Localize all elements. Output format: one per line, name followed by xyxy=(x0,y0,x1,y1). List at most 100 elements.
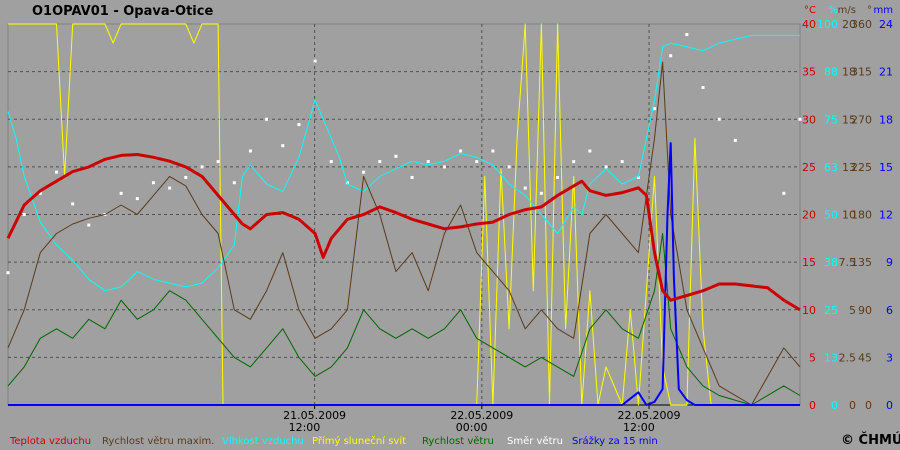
axis-tick-wind: 7.5 xyxy=(839,256,857,269)
wind-direction-point xyxy=(717,117,721,121)
axis-tick-rh: 13 xyxy=(824,351,838,364)
axis-tick-wind: 5 xyxy=(849,304,856,317)
axis-tick-dir: 45 xyxy=(858,351,872,364)
axis-tick-rh: 0 xyxy=(831,399,838,412)
wind-direction-point xyxy=(38,191,42,195)
legend-item: Přímý sluneční svit xyxy=(312,435,406,447)
x-axis-ticks: 21.05.200912:0022.05.200900:0022.05.2009… xyxy=(283,405,681,434)
wind-direction-point xyxy=(410,175,414,179)
credit-label: © ČHMÚ xyxy=(841,432,900,448)
wind-direction-point xyxy=(798,117,802,121)
legend-item: Teplota vzduchu xyxy=(9,436,91,447)
axis-unit-precip: mm xyxy=(874,5,893,16)
axis-unit-wind: m/s xyxy=(838,5,856,16)
wind-direction-point xyxy=(22,213,26,216)
wind-direction-point xyxy=(184,175,188,179)
wind-direction-point xyxy=(265,117,269,121)
axis-tick-precip: 9 xyxy=(886,256,893,269)
axis-tick-precip: 21 xyxy=(879,66,893,79)
x-tick-date: 21.05.2009 xyxy=(283,409,346,422)
axis-tick-temp: 35 xyxy=(802,66,816,79)
wind-direction-point xyxy=(507,165,511,169)
wind-direction-point xyxy=(636,175,640,179)
axis-tick-rh: 88 xyxy=(824,66,838,79)
axis-tick-dir: 135 xyxy=(851,256,872,269)
wind-direction-point xyxy=(539,191,543,195)
axis-tick-temp: 0 xyxy=(809,399,816,412)
axis-tick-rh: 63 xyxy=(824,161,838,174)
axis-tick-wind: 18 xyxy=(842,66,856,79)
x-tick-time: 12:00 xyxy=(289,421,321,434)
axis-tick-precip: 18 xyxy=(879,113,893,126)
wind-direction-point xyxy=(394,154,398,158)
axis-tick-rh: 38 xyxy=(824,256,838,269)
legend-item: Rychlost větru xyxy=(422,435,494,447)
axis-tick-wind: 13 xyxy=(842,161,856,174)
axis-tick-dir: 90 xyxy=(858,304,872,317)
x-tick-date: 22.05.2009 xyxy=(618,409,681,422)
axis-unit-temp: °C xyxy=(804,5,816,16)
wind-direction-point xyxy=(362,170,366,174)
wind-direction-point xyxy=(572,160,576,164)
series-rychlost-v-tru-maxim- xyxy=(7,61,801,406)
axis-tick-temp: 10 xyxy=(802,304,816,317)
wind-direction-point xyxy=(620,160,624,164)
wind-direction-point xyxy=(329,160,333,164)
axis-tick-dir: 315 xyxy=(851,66,872,79)
wind-direction-point xyxy=(701,86,705,89)
wind-direction-point xyxy=(54,170,58,174)
wind-direction-point xyxy=(200,165,204,169)
wind-direction-point xyxy=(556,175,560,179)
axis-tick-dir: 270 xyxy=(851,113,872,126)
axes-layer: °C0510152025303540%013253850637588100m/s… xyxy=(802,5,893,412)
axis-tick-wind: 20 xyxy=(842,18,856,31)
wind-direction-point xyxy=(297,123,301,127)
axis-tick-temp: 30 xyxy=(802,113,816,126)
wind-direction-point xyxy=(248,149,252,153)
axis-tick-rh: 50 xyxy=(824,209,838,222)
x-tick-time: 00:00 xyxy=(456,421,488,434)
axis-tick-temp: 15 xyxy=(802,256,816,269)
wind-direction-point xyxy=(491,149,495,153)
axis-tick-precip: 3 xyxy=(886,351,893,364)
axis-tick-wind: 0 xyxy=(849,399,856,412)
wind-direction-point xyxy=(71,202,75,206)
chart-title: O1OPAV01 - Opava-Otice xyxy=(32,4,213,19)
wind-direction-point xyxy=(378,160,382,164)
axis-tick-rh: 100 xyxy=(817,18,838,31)
wind-direction-point xyxy=(135,197,139,201)
axis-tick-temp: 25 xyxy=(802,161,816,174)
legend: Teplota vzduchu Rychlost větru maxim. Vlhk… xyxy=(9,435,658,447)
axis-tick-wind: 15 xyxy=(842,113,856,126)
wind-direction-point xyxy=(281,144,285,148)
axis-tick-dir: 360 xyxy=(851,18,872,31)
wind-direction-point xyxy=(733,138,737,142)
legend-item: Srážky za 15 min xyxy=(572,435,658,447)
series-vlhkost-vzduchu xyxy=(7,34,800,292)
series-teplota-vzduchu xyxy=(6,153,801,312)
axis-tick-rh: 25 xyxy=(824,304,838,317)
axis-tick-precip: 24 xyxy=(879,18,893,31)
legend-item: Směr větru xyxy=(507,435,563,447)
series-sr-ky-za-15-min xyxy=(8,142,800,406)
wind-direction-point xyxy=(151,181,155,185)
axis-tick-precip: 0 xyxy=(886,399,893,412)
wind-direction-point xyxy=(523,186,527,190)
wind-direction-point xyxy=(313,59,317,63)
axis-tick-dir: 0 xyxy=(865,399,872,412)
axis-unit-rh: % xyxy=(828,5,838,16)
wind-direction-point xyxy=(669,54,673,58)
wind-direction-point xyxy=(653,107,657,111)
wind-direction-point xyxy=(216,160,220,164)
wind-direction-point xyxy=(604,165,608,169)
axis-tick-rh: 75 xyxy=(824,113,838,126)
wind-direction-point xyxy=(475,160,479,164)
series-p-m-slune-n-svit xyxy=(8,23,800,406)
wind-direction-point xyxy=(168,186,172,190)
wind-direction-point xyxy=(232,181,236,185)
x-tick-time: 12:00 xyxy=(623,421,655,434)
wind-direction-point xyxy=(782,191,786,195)
wind-direction-point xyxy=(459,149,463,153)
